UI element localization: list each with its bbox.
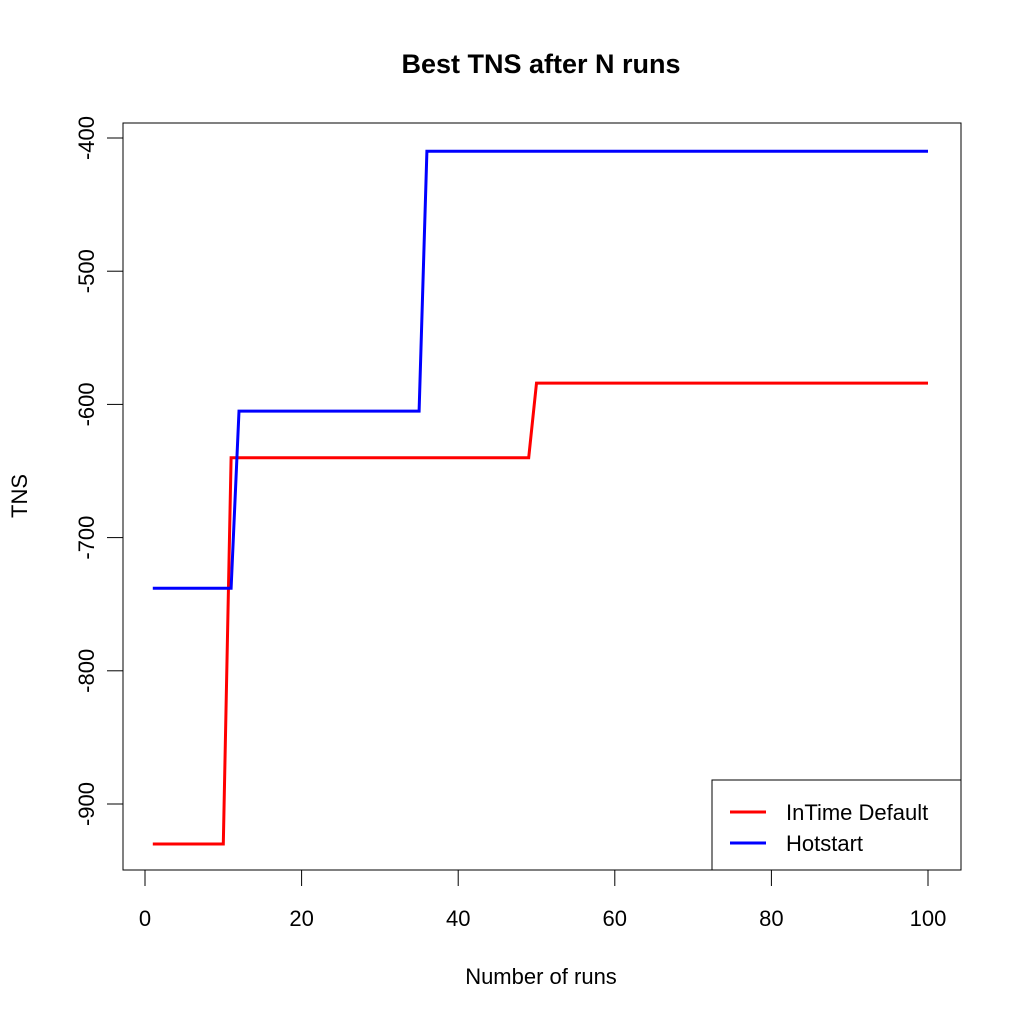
x-tick-label: 60 <box>603 906 627 931</box>
y-tick-label: -400 <box>74 116 99 160</box>
x-axis-label: Number of runs <box>465 964 617 989</box>
y-tick-label: -700 <box>74 516 99 560</box>
plot-frame <box>122 122 962 871</box>
x-tick-label: 0 <box>139 906 151 931</box>
x-tick-label: 100 <box>910 906 947 931</box>
series-line-hotstart <box>152 149 928 590</box>
y-axis: -900 -800 -700 -600 -500 -400 <box>74 116 124 826</box>
x-tick-label: 80 <box>759 906 783 931</box>
chart-title: Best TNS after N runs <box>401 49 680 79</box>
series-layer <box>152 149 928 846</box>
y-axis-label: TNS <box>7 474 32 518</box>
y-tick-label: -600 <box>74 382 99 426</box>
y-tick-label: -900 <box>74 782 99 826</box>
legend: InTime Default Hotstart <box>711 779 962 871</box>
y-tick-label: -800 <box>74 649 99 693</box>
x-tick-label: 40 <box>446 906 470 931</box>
legend-label: InTime Default <box>786 800 928 825</box>
y-tick-label: -500 <box>74 249 99 293</box>
x-axis: 0 20 40 60 80 100 <box>139 869 947 931</box>
series-line-intime-default <box>152 381 928 846</box>
legend-label: Hotstart <box>786 831 863 856</box>
legend-box <box>711 779 962 871</box>
x-tick-label: 20 <box>289 906 313 931</box>
